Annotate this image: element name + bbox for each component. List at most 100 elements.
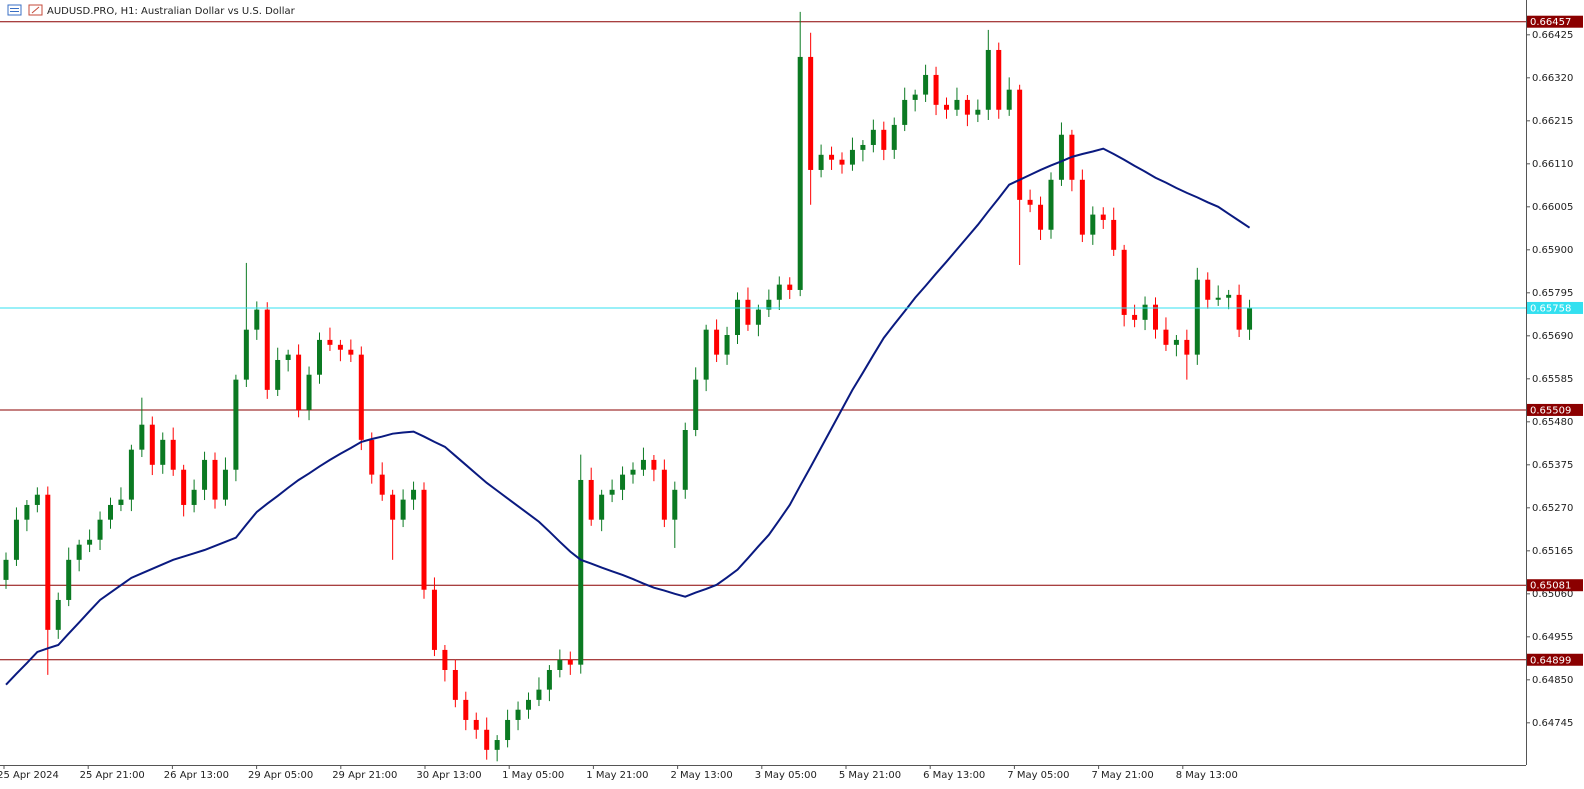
candle-body	[463, 699, 469, 720]
candle-body	[849, 149, 855, 165]
level-label: 0.65081	[1530, 581, 1571, 592]
x-tick-label: 7 May 05:00	[1007, 770, 1069, 781]
candle-body	[954, 99, 960, 110]
candle-body	[1132, 314, 1138, 320]
level-label-box	[1527, 15, 1583, 28]
candle-body	[1205, 279, 1211, 300]
candle-body	[431, 589, 437, 650]
candle-body	[275, 359, 281, 390]
candle-body	[400, 499, 406, 520]
y-tick-label: 0.64955	[1532, 632, 1573, 643]
x-tick-label: 25 Apr 2024	[0, 770, 59, 781]
level-label-box	[1527, 579, 1583, 592]
candle-body	[536, 689, 542, 700]
candle-body	[233, 379, 239, 470]
y-tick-label: 0.66005	[1532, 202, 1573, 213]
candle-body	[87, 539, 93, 545]
candle-body	[787, 284, 793, 290]
candle-body	[170, 439, 176, 470]
candle-body	[630, 469, 636, 475]
menu-icon[interactable]	[7, 4, 22, 16]
y-tick-label: 0.65480	[1532, 417, 1573, 428]
candle-body	[808, 56, 814, 170]
symbol-icon-line	[31, 6, 40, 14]
level-label: 0.65758	[1530, 303, 1571, 314]
candle-body	[860, 144, 866, 150]
level-label: 0.65509	[1530, 405, 1571, 416]
candle-body	[797, 56, 803, 290]
level-label-box	[1527, 301, 1583, 314]
y-tick-label: 0.66110	[1532, 159, 1573, 170]
candle-body	[640, 459, 646, 470]
candle-body	[1038, 204, 1044, 230]
x-tick-label: 7 May 21:00	[1091, 770, 1153, 781]
x-tick-label: 1 May 05:00	[502, 770, 564, 781]
candle-body	[1163, 329, 1169, 345]
candle-body	[567, 659, 573, 665]
candle-body	[933, 74, 939, 105]
candle-body	[912, 94, 918, 100]
candle-body	[661, 469, 667, 520]
candle-body	[1090, 214, 1096, 235]
candle-body	[337, 344, 343, 350]
y-tick-label: 0.64850	[1532, 675, 1573, 686]
candle-body	[327, 339, 333, 345]
candle-body	[1100, 214, 1106, 220]
candle-body	[1184, 339, 1190, 355]
candle-body	[3, 559, 9, 580]
level-label: 0.64899	[1530, 655, 1571, 666]
candle-body	[902, 99, 908, 125]
candle-body	[1058, 134, 1064, 180]
candle-body	[588, 479, 594, 520]
candle-body	[379, 474, 385, 495]
candle-body	[128, 449, 134, 500]
candle-body	[975, 109, 981, 115]
candle-body	[442, 649, 448, 670]
chart-title: AUDUSD.PRO, H1: Australian Dollar vs U.S…	[47, 6, 296, 17]
candle-body	[421, 489, 427, 590]
candle-body	[1247, 307, 1253, 330]
y-tick-label: 0.65165	[1532, 546, 1573, 557]
x-tick-label: 3 May 05:00	[755, 770, 817, 781]
candle-body	[1079, 179, 1085, 235]
candle-body	[766, 299, 772, 310]
x-tick-label: 25 Apr 21:00	[80, 770, 145, 781]
y-tick-label: 0.66425	[1532, 30, 1573, 41]
y-tick-label: 0.65060	[1532, 589, 1573, 600]
candle-body	[1142, 304, 1148, 320]
candle-body	[1194, 279, 1200, 355]
x-tick-label: 8 May 13:00	[1176, 770, 1238, 781]
candle-body	[923, 74, 929, 95]
y-tick-label: 0.65690	[1532, 331, 1573, 342]
candle-body	[599, 494, 605, 520]
candle-body	[1121, 249, 1127, 315]
candle-body	[181, 469, 187, 505]
candle-body	[264, 309, 270, 390]
candle-body	[745, 299, 751, 325]
candle-body	[891, 124, 897, 150]
candle-body	[839, 159, 845, 165]
candle-body	[672, 489, 678, 520]
candle-body	[1006, 89, 1012, 110]
candle-body	[55, 599, 61, 630]
y-tick-label: 0.66215	[1532, 116, 1573, 127]
y-tick-label: 0.65270	[1532, 503, 1573, 514]
candle-body	[452, 669, 458, 700]
candle-body	[348, 349, 354, 355]
candle-body	[108, 504, 113, 520]
candle-body	[609, 489, 615, 495]
candle-body	[1111, 219, 1117, 250]
candle-body	[139, 424, 145, 450]
y-tick-label: 0.65585	[1532, 374, 1573, 385]
candle-body	[703, 329, 709, 380]
candle-body	[1153, 304, 1158, 330]
candle-body	[358, 354, 364, 440]
candle-body	[881, 129, 887, 150]
candle-body	[651, 459, 657, 470]
candle-body	[620, 474, 626, 490]
candle-body	[296, 354, 302, 410]
candle-body	[724, 334, 730, 355]
